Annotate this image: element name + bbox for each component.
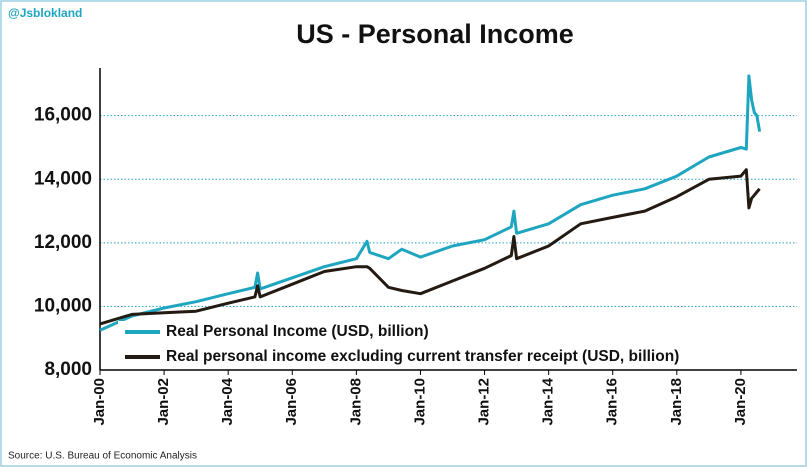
x-tick-label: Jan-06 [283,378,300,426]
series-line [99,74,762,332]
y-tick-label: 16,000 [34,105,92,126]
source: Source: U.S. Bureau of Economic Analysis [8,451,197,462]
y-tick-label: 10,000 [34,295,92,316]
x-tick-label: Jan-00 [91,378,108,426]
series-line [99,168,761,326]
x-tick-label: Jan-16 [604,378,621,426]
legend-label: Real personal income excluding current t… [166,348,679,365]
x-tick-label: Jan-10 [411,378,428,426]
legend-bg [118,321,798,343]
y-tick-label: 12,000 [34,232,92,253]
x-tick-label: Jan-20 [732,378,749,426]
y-tick-label: 14,000 [34,168,92,189]
x-tick-label: Jan-14 [540,377,557,425]
chart-title: US - Personal Income [296,19,574,49]
watermark: @Jsblokland [8,6,82,20]
x-tick-label: Jan-18 [668,378,685,426]
legend-label: Real Personal Income (USD, billion) [166,323,429,340]
x-tick-label: Jan-08 [347,378,364,426]
y-tick-label: 8,000 [44,359,92,380]
legend-bg [118,346,798,368]
x-tick-label: Jan-12 [476,378,493,426]
x-tick-label: Jan-02 [155,378,172,426]
x-tick-label: Jan-04 [219,377,236,425]
